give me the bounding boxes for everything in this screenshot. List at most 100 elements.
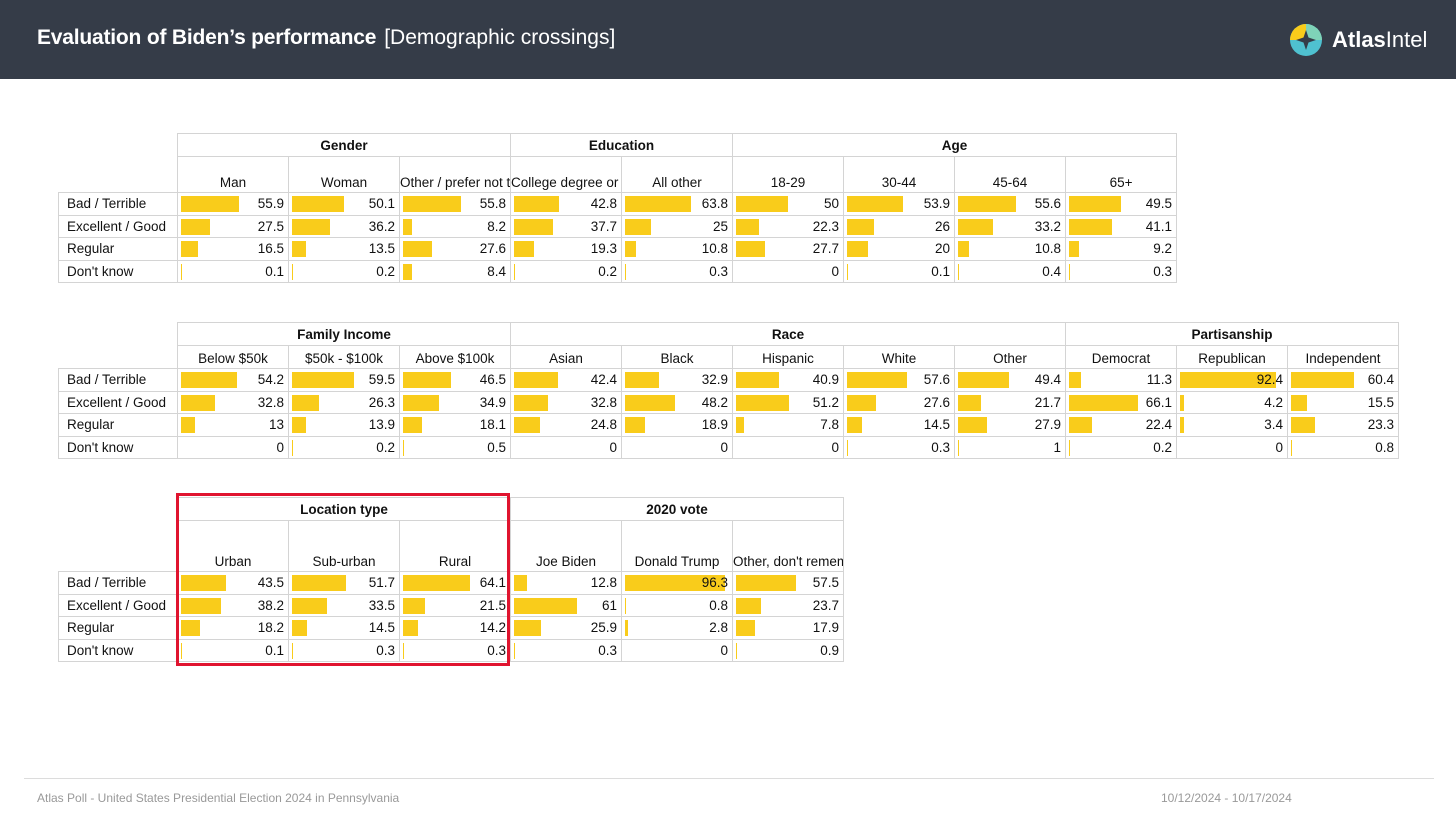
data-cell: 0	[732, 435, 845, 459]
value-label: 50.1	[368, 196, 395, 211]
data-cell: 49.5	[1065, 192, 1178, 216]
logo-wordmark: AtlasIntel	[1332, 27, 1428, 52]
corner-blank	[58, 322, 178, 369]
data-cell: 27.6	[398, 237, 512, 261]
data-cell: 96.3	[621, 571, 734, 595]
value-label: 43.5	[257, 575, 284, 590]
value-bar	[625, 241, 637, 257]
value-label: 57.6	[923, 372, 951, 387]
row-label-excellent-good: Excellent / Good	[58, 593, 178, 617]
column-header-30-44: 30-44	[843, 156, 956, 193]
data-cell: 0.5	[398, 435, 512, 459]
value-bar	[181, 642, 182, 659]
value-bar	[736, 620, 755, 636]
value-bar	[847, 263, 849, 280]
data-cell: 0	[510, 435, 623, 459]
data-cell: 26.3	[288, 390, 400, 414]
table-row: Don't know 0.1 0.2 8.4 0.2 0.3 0 0.1 0.4 0.3	[58, 259, 1178, 283]
table-row: Regular 18.2 14.5 14.2 25.9 2.8 17.9	[58, 616, 845, 640]
value-bar	[958, 196, 1016, 212]
row-label-bad-terrible: Bad / Terrible	[58, 368, 178, 392]
data-cell: 0.4	[954, 259, 1067, 283]
value-bar	[292, 372, 354, 388]
data-cell: 32.8	[510, 390, 623, 414]
value-bar	[625, 394, 676, 411]
data-cell: 61	[510, 593, 623, 617]
value-label: 50	[824, 196, 840, 211]
value-label: 14.5	[368, 620, 395, 635]
data-cell: 0.3	[510, 638, 623, 662]
value-label: 27.7	[812, 241, 840, 256]
value-bar	[181, 263, 182, 280]
data-cell: 16.5	[177, 237, 289, 261]
footer-divider	[24, 778, 1434, 779]
crosstab-gender-education-age: Gender Education Age Man Woman Other / prefer…	[58, 133, 1178, 283]
data-cell: 13.9	[288, 413, 400, 437]
location-type-highlight-box	[176, 493, 510, 666]
value-label: 18.2	[257, 620, 284, 635]
value-bar	[292, 575, 346, 591]
value-bar	[1180, 372, 1277, 388]
column-header-college-degree-or-higher: College degree or higher	[510, 156, 623, 193]
column-header-independent: Independent	[1287, 345, 1400, 369]
data-cell: 37.7	[510, 214, 623, 238]
crosstab-location-vote2020: Location type 2020 vote Urban Sub-urban Rura…	[58, 497, 845, 662]
data-cell: 0	[1176, 435, 1289, 459]
value-bar	[292, 196, 345, 212]
value-label: 55.9	[257, 196, 284, 211]
value-bar	[625, 575, 726, 591]
value-bar	[1180, 394, 1185, 411]
value-bar	[736, 394, 790, 411]
value-label: 92.4	[1256, 372, 1284, 387]
group-header-gender: Gender	[176, 133, 512, 157]
value-label: 0.8	[709, 597, 729, 613]
value-label: 18.1	[479, 417, 507, 432]
group-header-age: Age	[732, 133, 1178, 157]
value-bar	[1069, 439, 1071, 456]
value-label: 0.1	[265, 642, 284, 658]
group-header-family-income: Family Income	[176, 322, 512, 346]
value-bar	[958, 439, 960, 456]
data-cell: 57.6	[843, 368, 956, 392]
value-bar	[181, 372, 238, 388]
data-cell: 22.4	[1065, 413, 1178, 437]
row-label-regular: Regular	[58, 616, 178, 640]
value-bar	[181, 575, 227, 591]
column-header-democrat: Democrat	[1065, 345, 1178, 369]
data-cell: 42.8	[510, 192, 623, 216]
data-cell: 8.4	[398, 259, 512, 283]
value-label: 0.3	[487, 642, 507, 658]
data-cell: 12.8	[510, 571, 623, 595]
value-label: 33.2	[1034, 218, 1062, 234]
value-label: 46.5	[479, 372, 507, 387]
value-label: 0	[609, 439, 618, 455]
value-label: 24.8	[590, 417, 618, 432]
value-bar	[403, 597, 426, 614]
data-cell: 23.3	[1287, 413, 1400, 437]
value-bar	[292, 394, 320, 411]
value-bar	[625, 417, 645, 433]
value-bar	[514, 417, 540, 433]
column-header-joe-biden: Joe Biden	[510, 520, 623, 572]
data-cell: 0.3	[1065, 259, 1178, 283]
atlasintel-logo: AtlasIntel	[1289, 22, 1427, 58]
data-cell: 33.2	[954, 214, 1067, 238]
column-header-other: Other	[954, 345, 1067, 369]
data-cell: 0.9	[732, 638, 845, 662]
value-bar	[181, 620, 200, 636]
column-header-asian: Asian	[510, 345, 623, 369]
data-cell: 59.5	[288, 368, 400, 392]
value-bar	[514, 263, 516, 280]
value-bar	[181, 218, 210, 235]
page-title: Evaluation of Biden’s performance [Demogr…	[37, 26, 616, 49]
data-cell: 54.2	[177, 368, 289, 392]
value-bar	[1069, 263, 1071, 280]
data-cell: 13	[177, 413, 289, 437]
column-header-sub-urban: Sub-urban	[288, 520, 400, 572]
value-label: 61	[602, 597, 618, 613]
data-cell: 3.4	[1176, 413, 1289, 437]
value-bar	[403, 417, 422, 433]
atlasintel-logo-icon	[1290, 24, 1322, 56]
data-cell: 0.2	[1065, 435, 1178, 459]
value-label: 36.2	[368, 218, 395, 234]
